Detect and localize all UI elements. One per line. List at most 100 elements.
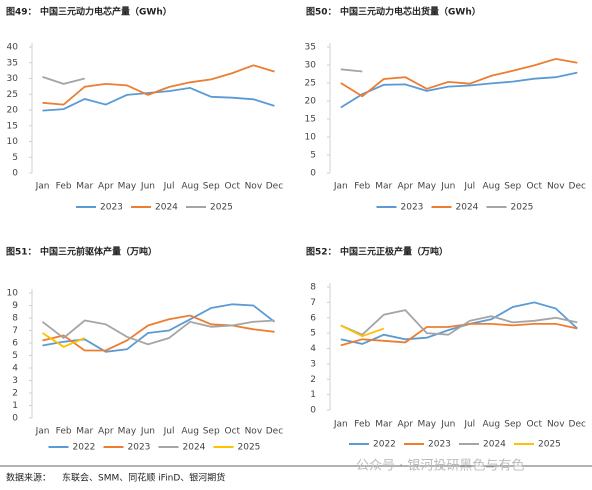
- y-tick-label: 8: [310, 283, 316, 293]
- y-tick-label: 0: [12, 414, 18, 424]
- legend-label: 2024: [183, 443, 206, 453]
- x-tick-label: Nov: [547, 420, 565, 430]
- y-tick-label: 8: [12, 314, 18, 324]
- y-tick-label: 20: [7, 106, 19, 116]
- chart-title: 中国三元前驱体产量（万吨）: [40, 246, 157, 258]
- y-tick-label: 1: [310, 390, 316, 400]
- series-line: [42, 86, 275, 112]
- y-tick-label: 6: [12, 339, 18, 349]
- x-tick-label: May: [417, 420, 436, 430]
- y-tick-label: 3: [12, 376, 18, 386]
- source-label: 数据来源：: [6, 472, 51, 484]
- x-tick-label: Dec: [266, 182, 283, 192]
- legend-label: 2025: [210, 203, 233, 213]
- y-tick-label: 9: [12, 301, 18, 311]
- y-tick-label: 6: [310, 313, 316, 323]
- y-tick-label: 15: [7, 121, 18, 131]
- y-tick-label: 2: [310, 375, 316, 385]
- series-line: [340, 57, 578, 98]
- x-tick-label: Aug: [482, 182, 500, 192]
- legend-label: 2025: [538, 440, 561, 450]
- x-tick-label: Nov: [547, 182, 565, 192]
- chart-title: 中国三元动力电芯出货量（GWh）: [340, 6, 481, 18]
- series-line: [42, 76, 85, 85]
- x-tick-label: Feb: [354, 420, 370, 430]
- y-tick-label: 5: [310, 151, 316, 161]
- x-tick-label: Jan: [333, 420, 348, 430]
- y-tick-label: 4: [310, 344, 316, 354]
- x-tick-label: Jul: [463, 420, 475, 430]
- x-tick-label: Jul: [163, 427, 175, 437]
- x-tick-label: Dec: [569, 420, 586, 430]
- x-tick-label: Dec: [266, 427, 283, 437]
- y-tick-label: 25: [7, 90, 18, 100]
- x-tick-label: May: [417, 182, 436, 192]
- figure-label: 图51：: [6, 247, 37, 258]
- legend-label: 2024: [483, 440, 506, 450]
- legend-label: 2022: [73, 443, 96, 453]
- x-tick-label: Apr: [397, 420, 413, 430]
- y-tick-label: 30: [305, 61, 317, 71]
- x-tick-label: Mar: [375, 182, 392, 192]
- x-tick-label: Jan: [333, 182, 348, 192]
- legend-label: 2024: [155, 203, 178, 213]
- x-tick-label: Nov: [245, 427, 263, 437]
- y-tick-label: 7: [12, 326, 18, 336]
- y-tick-label: 10: [7, 289, 19, 299]
- y-tick-label: 2: [12, 389, 18, 399]
- legend-label: 2023: [128, 443, 151, 453]
- y-tick-label: 25: [305, 79, 316, 89]
- y-tick-label: 4: [12, 364, 18, 374]
- x-tick-label: Apr: [98, 427, 114, 437]
- chart-title: 中国三元动力电芯产量（GWh）: [40, 6, 172, 18]
- x-tick-label: Nov: [245, 182, 263, 192]
- x-tick-label: Jan: [35, 182, 50, 192]
- legend-label: 2023: [401, 203, 424, 213]
- x-tick-label: Aug: [482, 420, 500, 430]
- y-tick-label: 0: [12, 169, 18, 179]
- source: 东联会、SMM、同花顺 iFinD、银河期货: [62, 472, 225, 484]
- series-line: [340, 324, 385, 338]
- y-tick-label: 35: [305, 43, 316, 53]
- y-tick-label: 1: [12, 401, 18, 411]
- y-tick-label: 10: [305, 133, 317, 143]
- legend-label: 2024: [456, 203, 479, 213]
- x-tick-label: May: [118, 427, 137, 437]
- x-tick-label: Oct: [225, 182, 241, 192]
- y-tick-label: 7: [310, 298, 316, 308]
- legend-label: 2023: [100, 203, 123, 213]
- y-tick-label: 10: [7, 137, 19, 147]
- y-tick-label: 40: [7, 43, 19, 53]
- x-tick-label: Mar: [76, 182, 93, 192]
- x-tick-label: Jun: [140, 427, 155, 437]
- x-tick-label: Oct: [526, 182, 542, 192]
- y-tick-label: 35: [7, 58, 18, 68]
- x-tick-label: Feb: [354, 182, 370, 192]
- x-tick-label: Jul: [163, 182, 175, 192]
- x-tick-label: Oct: [526, 420, 542, 430]
- series-line: [340, 68, 363, 73]
- y-tick-label: 30: [7, 74, 19, 84]
- figure-label: 图52：: [306, 247, 337, 258]
- x-tick-label: Oct: [225, 427, 241, 437]
- y-tick-label: 15: [305, 115, 316, 125]
- y-tick-label: 5: [12, 153, 18, 163]
- x-tick-label: Jun: [440, 182, 455, 192]
- y-tick-label: 3: [310, 359, 316, 369]
- legend-label: 2023: [428, 440, 451, 450]
- series-line: [42, 332, 86, 348]
- x-tick-label: Feb: [56, 427, 72, 437]
- x-tick-label: Sep: [203, 427, 220, 437]
- y-tick-label: 20: [305, 97, 317, 107]
- series-line: [340, 323, 578, 347]
- series-line: [340, 309, 578, 336]
- y-tick-label: 0: [310, 169, 316, 179]
- x-tick-label: Jun: [440, 420, 455, 430]
- y-tick-label: 5: [310, 329, 316, 339]
- x-tick-label: Dec: [569, 182, 586, 192]
- chart-title: 中国三元正极产量（万吨）: [340, 246, 448, 258]
- x-tick-label: Aug: [181, 182, 199, 192]
- series-line: [340, 71, 578, 109]
